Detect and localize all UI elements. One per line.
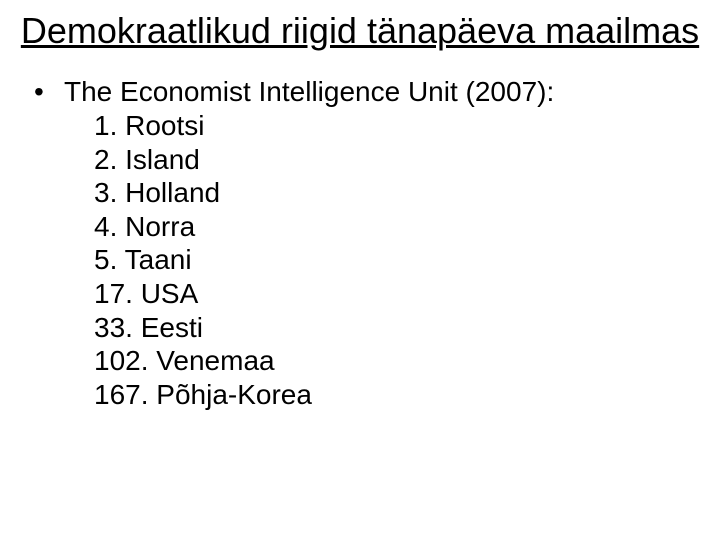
slide-title: Demokraatlikud riigid tänapäeva maailmas <box>0 0 720 51</box>
list-item: 3. Holland <box>94 176 690 210</box>
slide-body: • The Economist Intelligence Unit (2007)… <box>0 51 720 411</box>
slide: Demokraatlikud riigid tänapäeva maailmas… <box>0 0 720 540</box>
list-item: 167. Põhja-Korea <box>94 378 690 412</box>
list-item: 17. USA <box>94 277 690 311</box>
bullet-row: • The Economist Intelligence Unit (2007)… <box>30 75 690 109</box>
list-item: 102. Venemaa <box>94 344 690 378</box>
list-item: 33. Eesti <box>94 311 690 345</box>
list-item: 5. Taani <box>94 243 690 277</box>
ranking-list: 1. Rootsi 2. Island 3. Holland 4. Norra … <box>30 109 690 411</box>
list-item: 2. Island <box>94 143 690 177</box>
list-item: 1. Rootsi <box>94 109 690 143</box>
lead-text: The Economist Intelligence Unit (2007): <box>64 75 554 109</box>
list-item: 4. Norra <box>94 210 690 244</box>
bullet-icon: • <box>30 75 64 109</box>
